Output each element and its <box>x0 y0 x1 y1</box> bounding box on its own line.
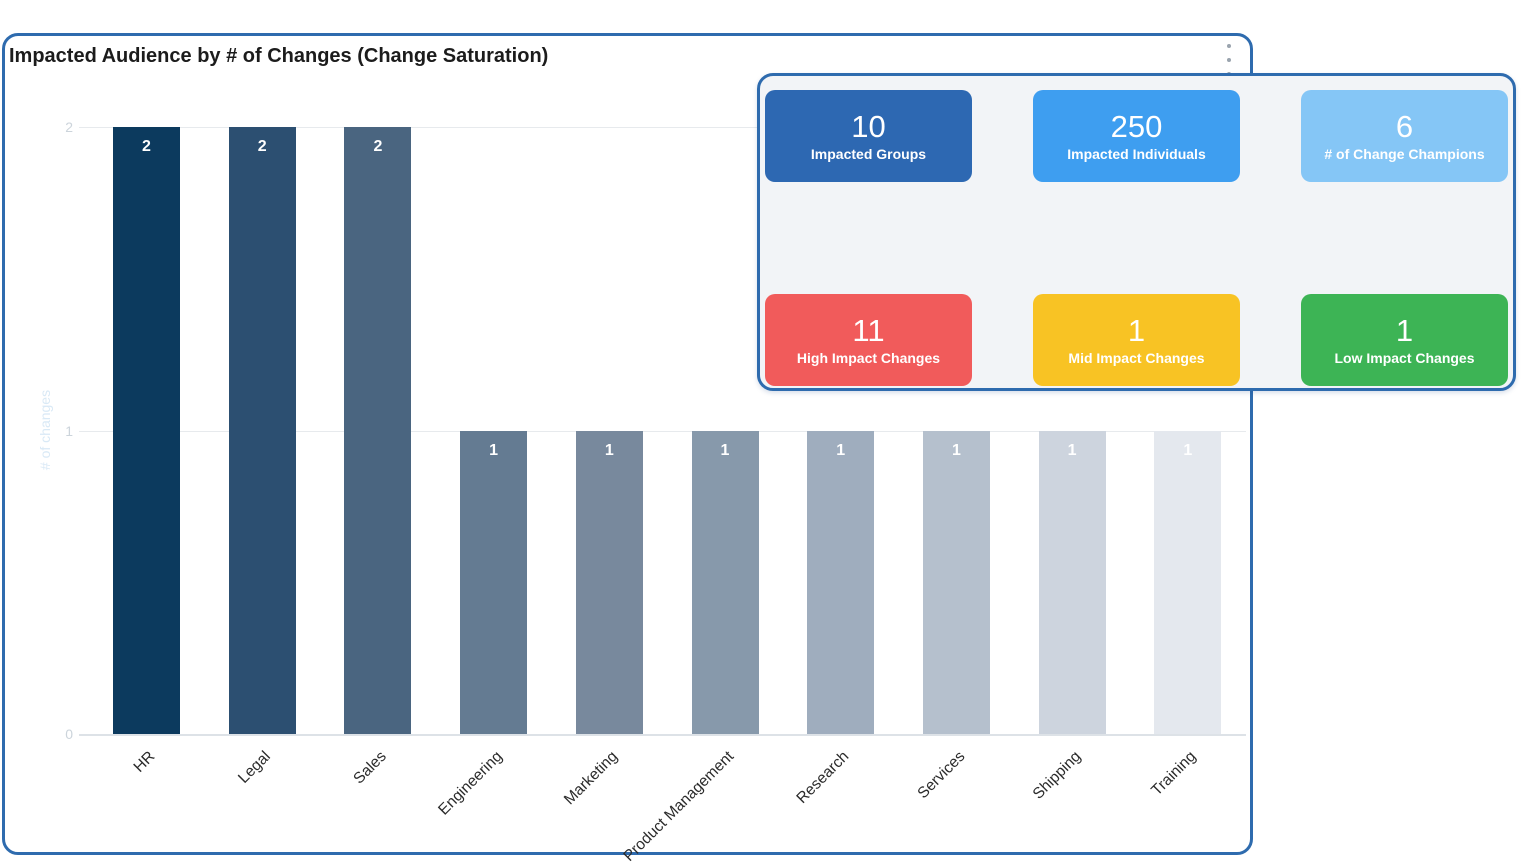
bar-chart-plot-area: # of changes 0 1 2 2 HR 2 Legal 2 Sales 1 Engineer… <box>5 36 1250 865</box>
bar-value-label: 1 <box>1183 441 1193 459</box>
y-tick-label: 2 <box>65 119 73 135</box>
bar-product-management[interactable] <box>691 430 759 734</box>
x-axis-label: Sales <box>350 748 390 788</box>
stat-label: Impacted Groups <box>810 146 927 163</box>
x-axis-label: Training <box>1148 748 1200 800</box>
y-tick-label: 1 <box>65 422 73 439</box>
stat-label: Low Impact Changes <box>1334 350 1475 367</box>
bar-value-label: 1 <box>951 441 961 459</box>
stat-card-low-impact-changes[interactable]: 1 Low Impact Changes <box>1301 294 1508 386</box>
stat-value: 1 <box>1127 312 1146 348</box>
bar-value-label: 2 <box>142 138 151 155</box>
bar-value-label: 1 <box>604 441 614 459</box>
stat-label: # of Change Champions <box>1324 146 1485 163</box>
stat-value: 11 <box>852 312 885 348</box>
stat-card-mid-impact-changes[interactable]: 1 Mid Impact Changes <box>1033 294 1240 386</box>
gridline <box>79 430 1246 432</box>
stats-panel: 10 Impacted Groups 250 Impacted Individuals… <box>757 73 1516 391</box>
stat-value: 250 <box>1110 108 1163 144</box>
x-axis-label: Shipping <box>1029 748 1085 803</box>
bar-value-label: 2 <box>373 138 383 155</box>
stat-card-impacted-groups[interactable]: 10 Impacted Groups <box>765 90 972 182</box>
bar-value-label: 2 <box>257 138 267 155</box>
kebab-dot <box>1227 44 1231 48</box>
stat-label: Mid Impact Changes <box>1068 350 1205 367</box>
gridline <box>79 127 1246 128</box>
bar-value-label: 1 <box>489 441 499 459</box>
chart-title: Impacted Audience by # of Changes (Chang… <box>9 45 549 67</box>
x-axis-label: Services <box>914 748 969 803</box>
stat-value: 6 <box>1395 108 1414 144</box>
x-axis-label: Engineering <box>435 748 506 819</box>
x-axis-label: HR <box>130 748 159 776</box>
x-axis-line <box>79 734 1246 736</box>
x-axis-label: Research <box>793 748 853 807</box>
bar-value-label: 1 <box>836 441 846 459</box>
stat-value: 1 <box>1395 312 1414 348</box>
bar-marketing[interactable] <box>575 430 643 734</box>
x-axis-label: Legal <box>235 748 275 787</box>
y-tick-label: 0 <box>65 726 73 742</box>
bar-hr[interactable] <box>113 127 180 734</box>
x-axis-label: Marketing <box>561 748 622 809</box>
bar-sales[interactable] <box>344 127 412 734</box>
stat-label: Impacted Individuals <box>1067 146 1206 163</box>
bar-shipping[interactable] <box>1038 430 1106 734</box>
bar-services[interactable] <box>922 430 990 734</box>
bar-legal[interactable] <box>228 127 296 734</box>
x-axis-label: Product Management <box>620 748 738 865</box>
bar-value-label: 1 <box>720 441 730 459</box>
stat-card--of-change-champions[interactable]: 6 # of Change Champions <box>1301 90 1508 182</box>
bar-training[interactable] <box>1154 430 1222 734</box>
kebab-dot <box>1227 58 1231 62</box>
stat-label: High Impact Changes <box>796 350 941 367</box>
stat-value: 10 <box>851 108 886 144</box>
bar-engineering[interactable] <box>460 430 528 734</box>
stat-card-high-impact-changes[interactable]: 11 High Impact Changes <box>765 294 972 386</box>
stat-card-impacted-individuals[interactable]: 250 Impacted Individuals <box>1033 90 1240 182</box>
bar-value-label: 1 <box>1067 441 1077 459</box>
bar-research[interactable] <box>807 430 875 734</box>
